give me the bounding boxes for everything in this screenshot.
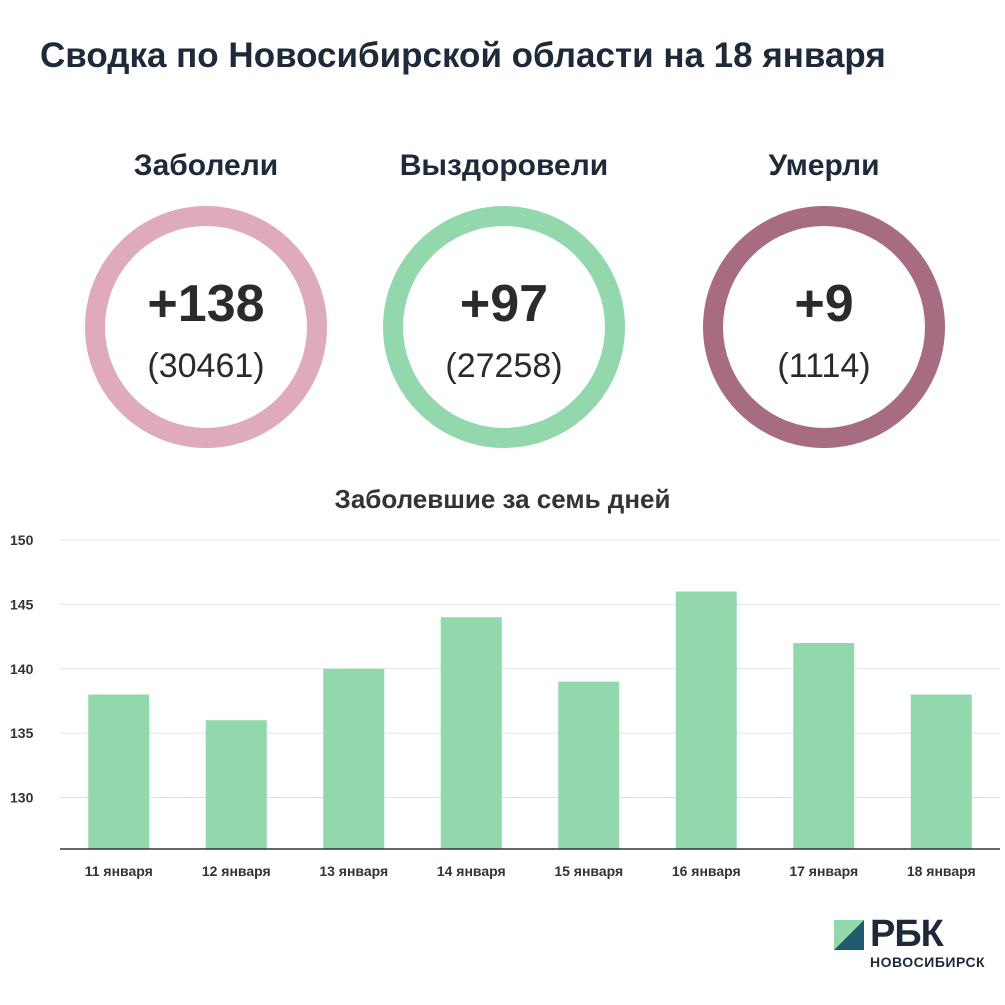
bar xyxy=(793,643,855,849)
bar xyxy=(558,681,620,849)
rbc-logo: РБК НОВОСИБИРСК xyxy=(834,913,1004,974)
stat-recovered: Выздоровели +97 (27258) xyxy=(354,146,654,448)
bar xyxy=(88,694,150,849)
y-tick-label: 135 xyxy=(10,725,34,741)
x-tick-label: 16 января xyxy=(672,863,741,879)
stat-total: (1114) xyxy=(777,347,871,385)
stat-total: (27258) xyxy=(445,347,563,385)
x-tick-label: 11 января xyxy=(85,863,153,879)
stat-infected: Заболели +138 (30461) xyxy=(56,146,356,448)
stat-value: +97 xyxy=(459,275,549,333)
rbc-logo-mark-icon xyxy=(834,920,864,950)
chart-title: Заболевшие за семь дней xyxy=(334,484,671,514)
page-title: Сводка по Новосибирской области на 18 ян… xyxy=(40,36,886,75)
stat-deaths: Умерли +9 (1114) xyxy=(674,146,974,448)
infected-ring: +138 (30461) xyxy=(85,206,327,448)
bar-chart: 130 135 140 145 150 11 января 12 января 13 янва… xyxy=(10,532,1000,879)
x-tick-label: 15 января xyxy=(554,863,623,879)
bar xyxy=(205,720,267,849)
bar xyxy=(323,668,385,849)
stat-label: Выздоровели xyxy=(399,149,609,182)
x-tick-label: 18 января xyxy=(907,863,976,879)
stat-label: Умерли xyxy=(768,149,880,182)
deaths-ring: +9 (1114) xyxy=(703,206,945,448)
stat-value: +9 xyxy=(794,275,854,333)
y-tick-label: 150 xyxy=(10,532,34,548)
y-tick-label: 140 xyxy=(10,661,34,677)
logo-text: РБК xyxy=(870,913,944,955)
bar xyxy=(910,694,972,849)
y-tick-label: 145 xyxy=(10,596,34,612)
stat-total: (30461) xyxy=(147,347,265,385)
x-tick-label: 14 января xyxy=(437,863,506,879)
stat-label: Заболели xyxy=(133,149,279,182)
logo-subtitle: НОВОСИБИРСК xyxy=(870,954,986,970)
x-tick-label: 17 января xyxy=(789,863,858,879)
bar xyxy=(675,591,737,849)
recovered-ring: +97 (27258) xyxy=(383,206,625,448)
stat-value: +138 xyxy=(147,275,265,333)
bar xyxy=(440,617,502,849)
x-tick-label: 12 января xyxy=(202,863,271,879)
y-tick-label: 130 xyxy=(10,790,34,806)
x-tick-label: 13 января xyxy=(319,863,388,879)
